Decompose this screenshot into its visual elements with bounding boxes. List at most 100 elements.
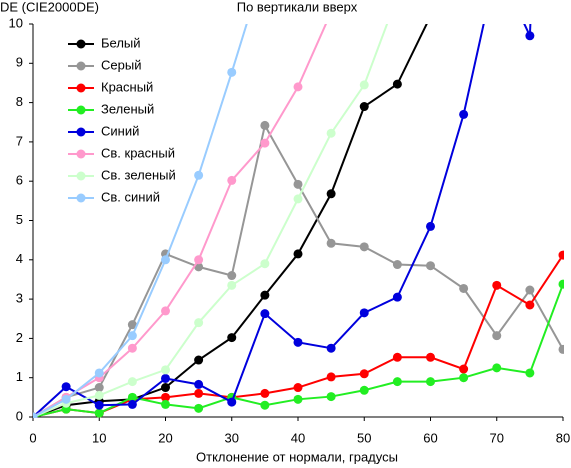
y-tick-label: 0 [16, 408, 23, 423]
data-point [392, 292, 402, 302]
data-point [194, 170, 204, 180]
data-point [94, 390, 104, 400]
data-point [426, 221, 435, 231]
data-point [525, 285, 535, 295]
data-point [359, 242, 369, 252]
data-point [127, 377, 137, 387]
data-point [161, 373, 170, 383]
plot-area [33, 12, 564, 418]
y-tick-label: 10 [9, 15, 23, 30]
chart-title: По вертикали вверх [237, 0, 358, 14]
data-point [392, 377, 402, 387]
data-point [426, 12, 435, 21]
legend-marker [76, 83, 86, 93]
data-point [392, 79, 402, 89]
series-line [33, 24, 389, 418]
x-tick-label: 70 [490, 430, 504, 445]
data-point [161, 255, 170, 265]
data-point [326, 343, 336, 353]
data-point [293, 337, 303, 347]
data-point [194, 255, 204, 265]
data-point [459, 364, 469, 374]
data-point [260, 138, 270, 148]
x-tick-label: 40 [291, 430, 305, 445]
x-tick-label: 10 [92, 430, 106, 445]
data-point [525, 31, 535, 41]
data-point [94, 408, 104, 418]
data-point [161, 392, 170, 402]
legend-label: Белый [101, 35, 141, 50]
legend-marker [76, 61, 86, 71]
y-tick-label: 5 [16, 212, 23, 227]
x-axis-label: Отклонение от нормали, градусы [196, 449, 398, 464]
data-point [426, 352, 435, 362]
data-point [227, 333, 237, 343]
x-tick-label: 50 [357, 430, 371, 445]
data-point [326, 372, 336, 382]
legend-label: Зеленый [101, 101, 154, 116]
series-line [33, 24, 327, 418]
x-tick-label: 60 [423, 430, 437, 445]
data-point [227, 271, 237, 281]
legend-label: Красный [101, 79, 153, 94]
data-point [161, 383, 170, 393]
y-tick-label: 4 [16, 251, 23, 266]
data-point [194, 355, 204, 365]
data-point [260, 400, 270, 410]
data-point [127, 392, 137, 402]
y-tick-label: 9 [16, 55, 23, 70]
data-point [326, 128, 336, 138]
data-point [127, 320, 137, 330]
data-point [492, 280, 502, 290]
data-point [94, 400, 104, 410]
x-tick-label: 0 [29, 430, 36, 445]
data-point [260, 259, 270, 269]
data-point [61, 382, 71, 392]
data-point [227, 397, 237, 407]
legend-marker [76, 39, 86, 49]
data-point [293, 394, 303, 404]
data-point [392, 352, 402, 362]
data-point [293, 179, 303, 189]
data-point [127, 331, 137, 341]
x-tick-label: 80 [556, 430, 570, 445]
y-tick-label: 1 [16, 369, 23, 384]
data-point [326, 238, 336, 248]
legend-label: Св. синий [101, 189, 160, 204]
series-line [33, 24, 248, 418]
data-point [293, 194, 303, 204]
data-point [392, 260, 402, 270]
data-point [558, 279, 564, 289]
data-point [161, 399, 170, 409]
legend-label: Серый [101, 57, 141, 72]
data-point [94, 368, 104, 378]
data-point [194, 318, 204, 328]
data-point [492, 363, 502, 373]
data-point [260, 290, 270, 300]
legend-marker [76, 127, 86, 137]
data-point [194, 388, 204, 398]
data-point [293, 249, 303, 259]
data-point [260, 309, 270, 319]
data-point [426, 377, 435, 387]
data-point [260, 120, 270, 130]
data-point [359, 80, 369, 90]
y-axis-label: DE (CIE2000DE) [0, 0, 99, 14]
data-point [359, 102, 369, 112]
data-point [33, 412, 38, 418]
data-point [161, 365, 170, 375]
data-point [459, 373, 469, 383]
data-point [558, 250, 564, 260]
y-tick-label: 2 [16, 330, 23, 345]
data-point [293, 82, 303, 92]
y-tick-label: 3 [16, 291, 23, 306]
y-tick-label: 8 [16, 94, 23, 109]
legend-label: Синий [101, 123, 139, 138]
data-point [227, 280, 237, 290]
data-point [459, 283, 469, 293]
data-point [161, 306, 170, 316]
data-point [293, 383, 303, 393]
x-tick-label: 20 [158, 430, 172, 445]
legend-label: Св. зеленый [101, 167, 176, 182]
data-point [260, 388, 270, 398]
